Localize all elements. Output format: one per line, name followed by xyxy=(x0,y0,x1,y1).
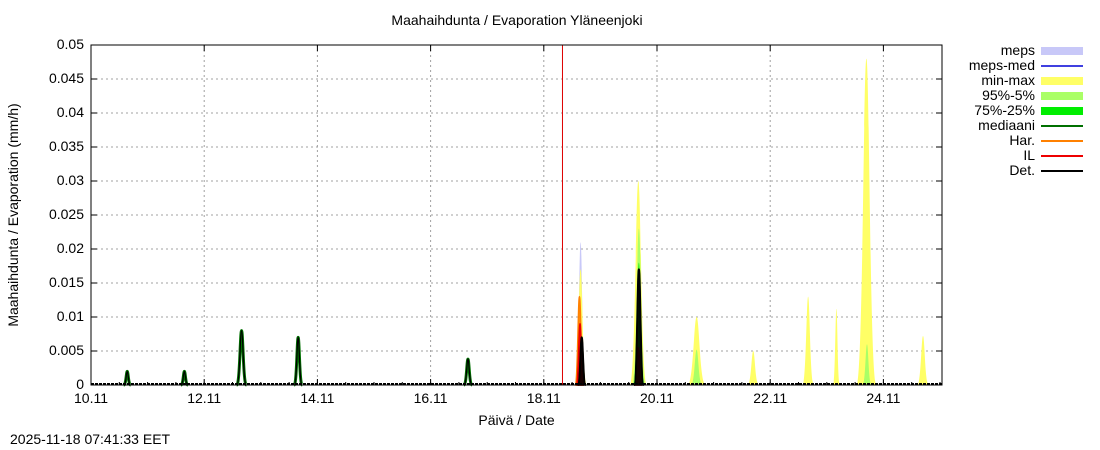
y-tick-label: 0.025 xyxy=(48,206,84,222)
legend-label: mediaani xyxy=(978,117,1035,133)
legend-swatch-icon xyxy=(1041,92,1083,100)
band-minmax xyxy=(802,296,814,385)
observed-line xyxy=(463,358,473,386)
legend-label: 75%-25% xyxy=(974,102,1035,118)
legend-item: meps-med xyxy=(945,58,1095,73)
legend-item: IL xyxy=(945,148,1095,163)
x-tick-label: 14.11 xyxy=(300,390,335,406)
legend: meps meps-med min-max 95%-5% 75%-25% mediaani… xyxy=(945,43,1095,178)
legend-label: 95%-5% xyxy=(982,87,1035,103)
generated-timestamp: 2025-11-18 07:41:33 EET xyxy=(10,431,171,447)
grid-lines xyxy=(91,45,942,385)
x-tick-label: 16.11 xyxy=(413,390,448,406)
legend-item: 95%-5% xyxy=(945,88,1095,103)
forecast-bands xyxy=(574,58,929,385)
legend-label: meps-med xyxy=(968,57,1035,73)
x-tick-label: 10.11 xyxy=(74,390,108,406)
band-955 xyxy=(862,344,872,385)
x-tick-label: 24.11 xyxy=(866,390,901,406)
axis-ticks xyxy=(90,44,942,386)
legend-label: min-max xyxy=(981,72,1035,88)
chart-title: Maahaihdunta / Evaporation Yläneenjoki xyxy=(391,12,643,28)
legend-item: Det. xyxy=(945,163,1095,178)
x-axis-label: Päivä / Date xyxy=(478,412,555,428)
legend-label: Har. xyxy=(1009,132,1035,148)
observed-line xyxy=(180,370,189,386)
observed-line xyxy=(293,336,303,386)
legend-item: 75%-25% xyxy=(945,103,1095,118)
band-955 xyxy=(690,349,703,385)
band-minmax xyxy=(917,336,929,385)
band-minmax xyxy=(833,308,840,385)
legend-item: Har. xyxy=(945,133,1095,148)
legend-swatch-icon xyxy=(1041,65,1083,67)
y-tick-label: 0.045 xyxy=(48,70,84,86)
y-tick-label: 0 xyxy=(76,376,84,392)
legend-label: Det. xyxy=(1009,162,1035,178)
legend-item: meps xyxy=(945,43,1095,58)
legend-swatch-icon xyxy=(1041,77,1083,85)
legend-swatch-icon xyxy=(1041,47,1083,55)
legend-item: min-max xyxy=(945,73,1095,88)
y-tick-label: 0.04 xyxy=(56,104,84,120)
y-tick-label: 0.03 xyxy=(56,172,84,188)
y-tick-label: 0.01 xyxy=(56,308,84,324)
legend-label: IL xyxy=(1023,147,1035,163)
legend-swatch-icon xyxy=(1041,140,1083,142)
x-tick-label: 20.11 xyxy=(640,390,674,406)
legend-label: meps xyxy=(1000,42,1035,58)
y-tick-label: 0.035 xyxy=(48,138,84,154)
legend-swatch-icon xyxy=(1041,170,1083,172)
observed-line xyxy=(236,329,247,386)
band-minmax xyxy=(856,58,877,385)
y-tick-label: 0.02 xyxy=(56,240,84,256)
x-tick-label: 18.11 xyxy=(526,390,561,406)
x-tick-label: 12.11 xyxy=(187,390,222,406)
observed-line xyxy=(123,370,132,386)
legend-item: mediaani xyxy=(945,118,1095,133)
x-tick-label: 22.11 xyxy=(753,390,788,406)
y-tick-label: 0.05 xyxy=(56,36,84,52)
y-tick-label: 0.015 xyxy=(48,274,84,290)
series-lines xyxy=(91,268,942,387)
legend-swatch-icon xyxy=(1041,107,1083,115)
legend-swatch-icon xyxy=(1041,125,1083,127)
y-tick-label: 0.005 xyxy=(48,342,84,358)
legend-swatch-icon xyxy=(1041,155,1083,157)
band-minmax xyxy=(747,351,759,385)
